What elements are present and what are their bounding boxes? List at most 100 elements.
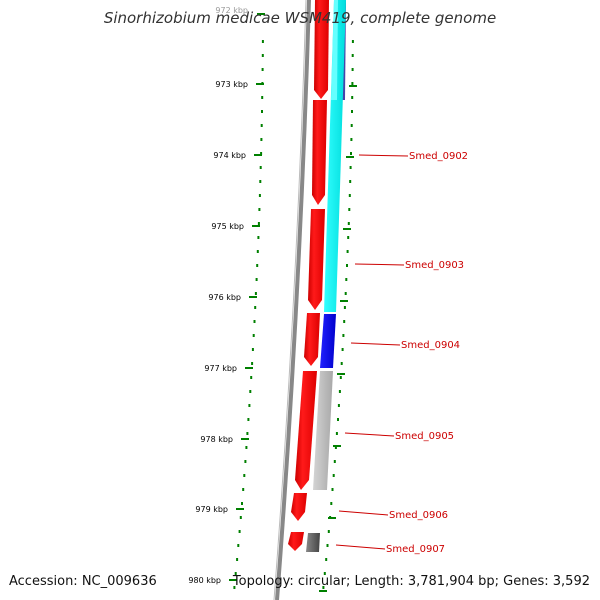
track-dot [254,292,257,295]
leader-lines [335,154,409,550]
feature-gray[interactable] [313,371,333,490]
track-dot [338,390,341,393]
track-dot [252,334,255,337]
track-dot [341,348,344,351]
track-dot [335,432,338,435]
tick-label: 972 kbp [215,6,248,15]
track-dot [340,362,343,365]
track-dot [351,54,354,57]
feature-dark-gray[interactable] [306,533,320,552]
track-dot [250,376,253,379]
genome-backbone-highlight [273,0,307,600]
track-dot [244,460,247,463]
tick-labels: 972 kbp 973 kbp 974 kbp 975 kbp 976 kbp … [188,6,248,585]
track-dot [258,194,261,197]
track-dot [337,404,340,407]
cds-arrow-2[interactable] [312,100,327,205]
track-dot [261,68,264,71]
track-dot [343,306,346,309]
outer-track [322,40,354,589]
tick-marks [229,13,265,581]
track-dot [351,68,354,71]
cds-arrow-6[interactable] [291,493,307,521]
cds-arrow-4[interactable] [304,313,320,366]
track-dot [348,208,351,211]
track-dot [351,82,354,85]
gene-label[interactable]: Smed_0904 [401,340,460,351]
tick-label: 974 kbp [213,151,246,160]
gene-labels: Smed_0902 Smed_0903 Smed_0904 Smed_0905 … [386,151,468,555]
track-dot [234,572,237,575]
track-dot [325,558,328,561]
track-dot [348,194,351,197]
cds-arrow-3[interactable] [308,209,325,310]
track-dot [259,166,262,169]
track-dot [347,222,350,225]
track-dot [349,166,352,169]
track-dot [323,572,326,575]
gene-label[interactable]: Smed_0906 [389,510,448,521]
track-dot [343,320,346,323]
track-dot [344,292,347,295]
track-dot [260,152,263,155]
track-dot [243,474,246,477]
gene-label[interactable]: Smed_0903 [405,260,464,271]
track-dot [346,250,349,253]
track-dot [246,432,249,435]
track-dot [251,362,254,365]
track-dot [239,516,242,519]
gene-label[interactable]: Smed_0902 [409,151,468,162]
track-dot [351,110,353,113]
track-dot [332,474,335,477]
track-dot [257,222,260,225]
genome-backbone [275,0,311,600]
track-dot [255,278,258,281]
track-dot [334,446,337,449]
track-dot [254,306,257,309]
track-dot [342,334,345,337]
gene-label[interactable]: Smed_0905 [395,431,454,442]
track-dot [337,418,339,421]
track-dot [330,502,333,505]
track-dot [339,376,342,379]
track-dot [258,208,261,211]
track-dot [260,124,263,127]
cds-arrow-5[interactable] [295,371,317,490]
track-dot [242,488,245,491]
cds-arrow-7[interactable] [288,532,304,551]
tick-label: 977 kbp [204,364,237,373]
outer-track-marks [319,85,357,592]
gene-label[interactable]: Smed_0907 [386,544,445,555]
track-dot [245,446,248,449]
feature-cyan[interactable] [324,0,346,312]
track-dot [247,418,250,421]
track-dot [349,180,352,183]
track-dot [350,152,352,155]
track-dot [237,544,240,547]
tick-label: 979 kbp [195,505,228,514]
track-dot [327,530,330,533]
track-dot [350,138,353,141]
feature-cyan-top [331,0,338,100]
track-dot [249,390,252,393]
track-dot [260,138,263,141]
track-dot [256,264,259,267]
track-dot [253,320,256,323]
tick-label: 975 kbp [211,222,244,231]
track-dot [261,110,263,113]
track-dot [345,278,348,281]
track-dot [261,40,264,43]
cds-arrow-1[interactable] [314,0,329,99]
tick-label: 978 kbp [200,435,233,444]
track-dot [351,40,354,43]
track-dot [251,348,254,351]
track-dot [326,544,329,547]
feature-blue[interactable] [320,314,336,368]
accession-label: Accession: NC_009636 [9,574,157,589]
track-dot [261,54,264,57]
track-dot [248,404,251,407]
track-dot [238,530,241,533]
map-title: Sinorhizobium medicae WSM419, complete g… [103,9,497,27]
track-dot [333,460,336,463]
